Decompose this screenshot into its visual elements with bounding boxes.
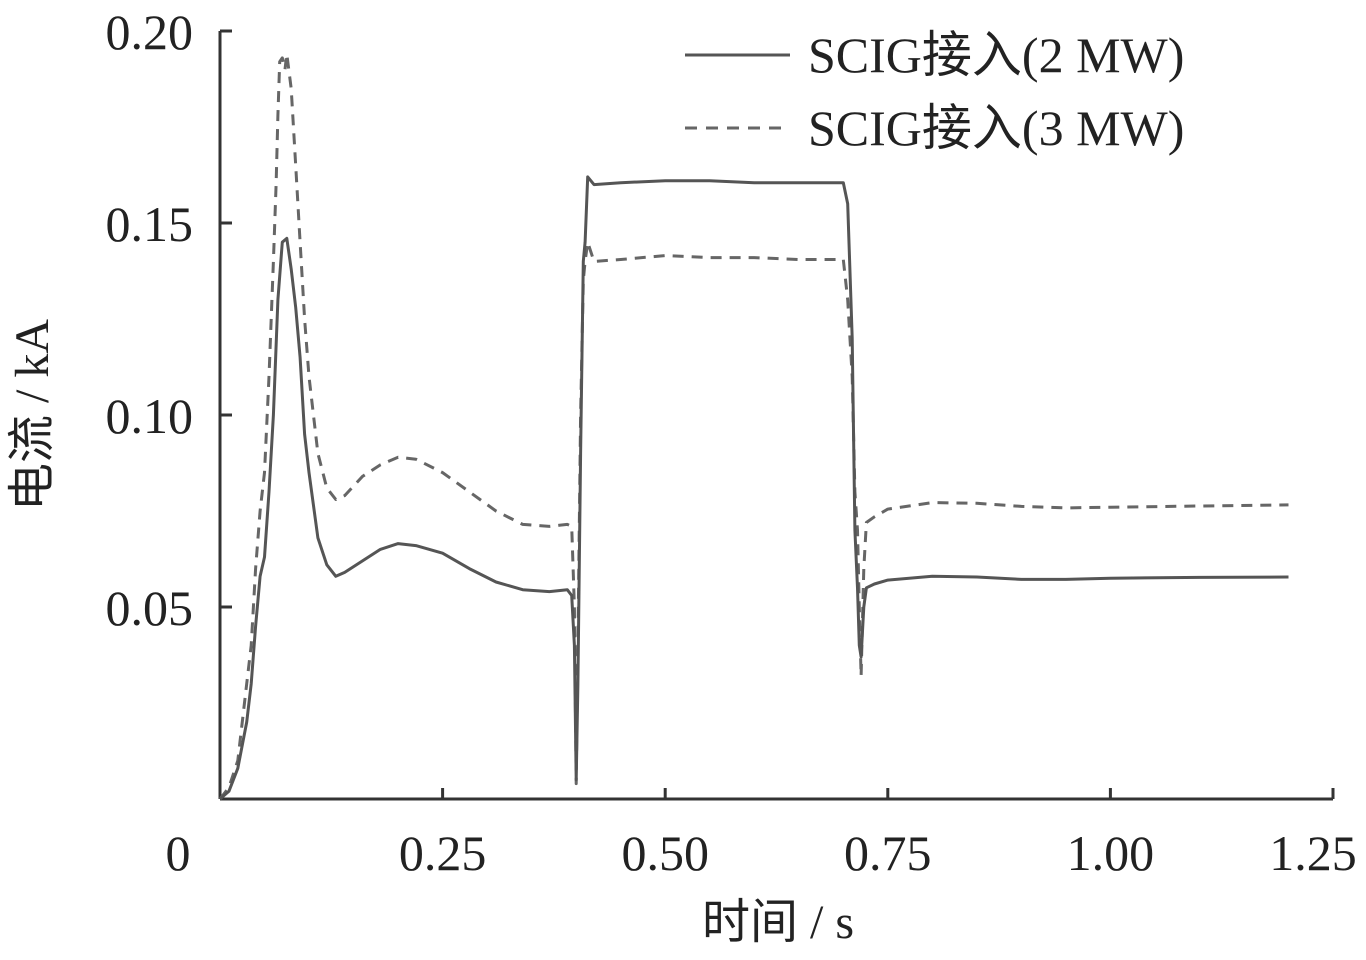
x-tick-label: 0.25 — [399, 825, 487, 881]
y-tick-label: 0.05 — [106, 580, 194, 636]
series-layer — [218, 52, 1289, 801]
tick-labels: 0 0.25 0.50 0.75 1.00 1.25 0.05 0.10 0.15 0.20 — [106, 4, 1357, 881]
y-tick-label: 0.20 — [106, 4, 194, 60]
y-tick-label: 0.10 — [106, 388, 194, 444]
series-line-3mw — [218, 52, 1289, 800]
x-tick-label: 0.75 — [844, 825, 932, 881]
y-tick-label: 0.15 — [106, 196, 194, 252]
x-tick-label: 1.25 — [1269, 825, 1357, 881]
legend: SCIG接入(2 MW) SCIG接入(3 MW) — [685, 27, 1184, 156]
y-axis-title: 电流 / kA — [6, 319, 59, 511]
x-axis-title: 时间 / s — [702, 896, 854, 949]
legend-label-3mw: SCIG接入(3 MW) — [808, 100, 1184, 156]
x-tick-label: 0 — [166, 825, 191, 881]
ticks — [220, 29, 1335, 799]
legend-label-2mw: SCIG接入(2 MW) — [808, 27, 1184, 83]
series-line-2mw — [219, 175, 1289, 801]
x-tick-label: 1.00 — [1067, 825, 1155, 881]
x-tick-label: 0.50 — [621, 825, 709, 881]
